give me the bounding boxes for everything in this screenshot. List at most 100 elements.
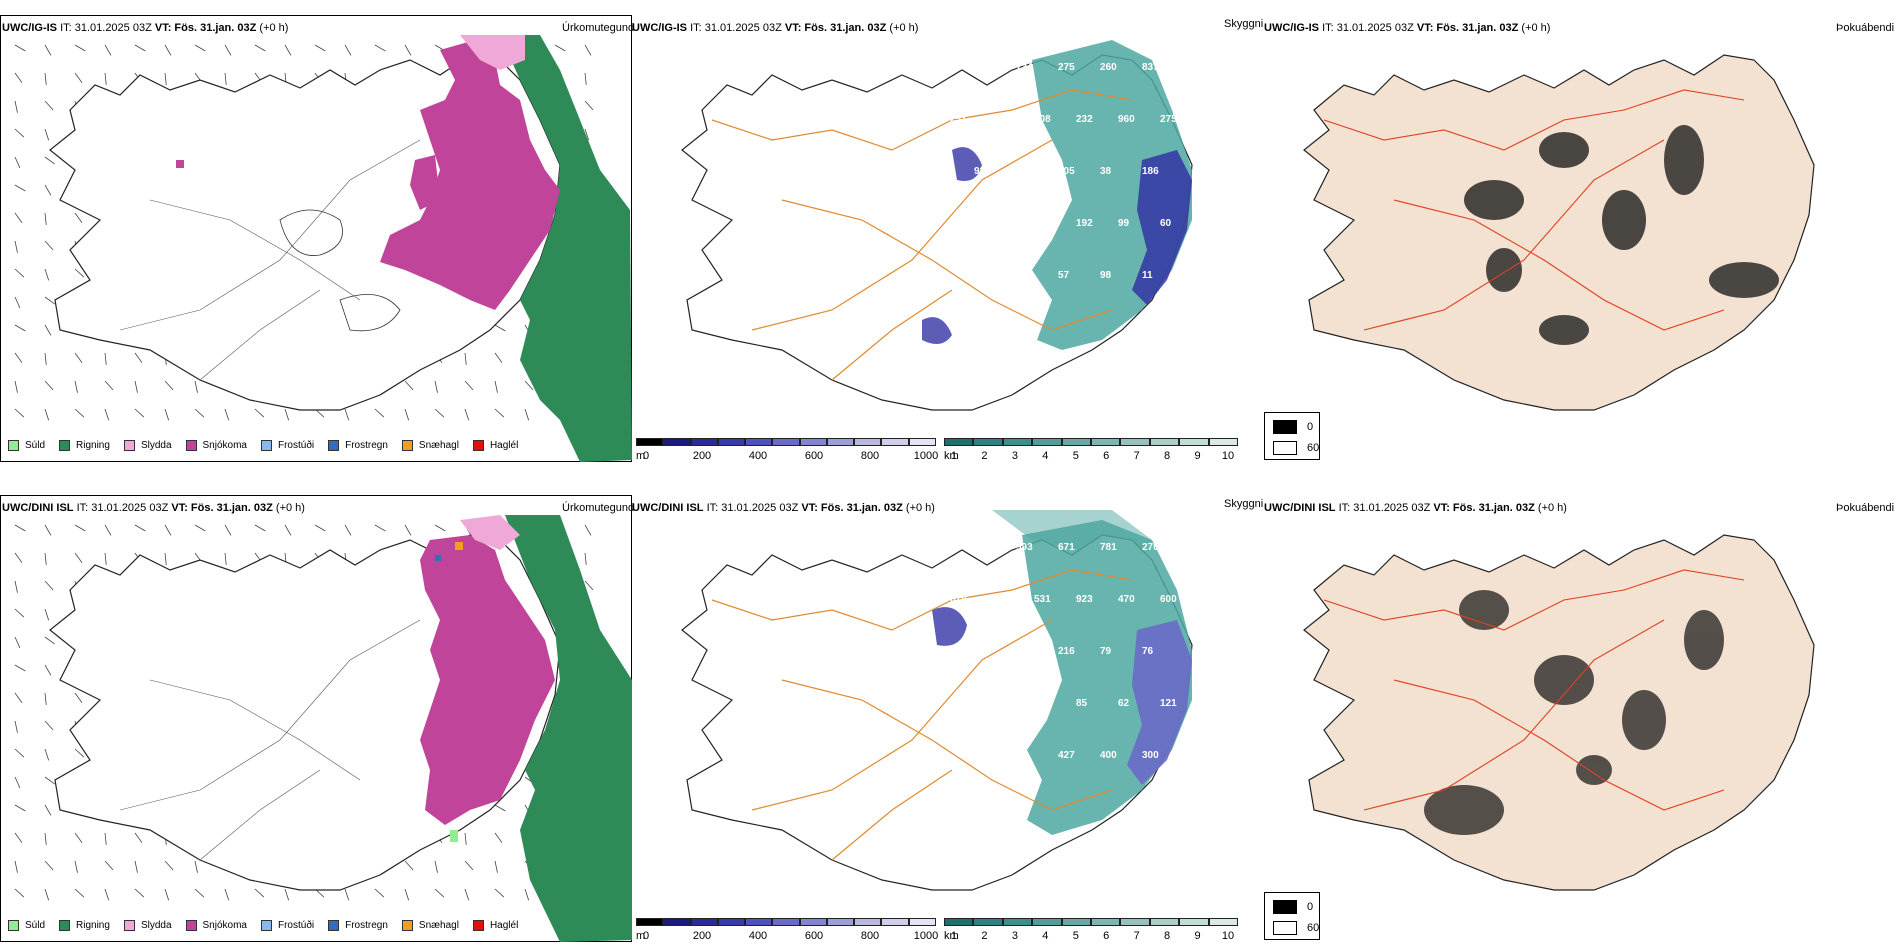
colorbar-segment bbox=[1120, 918, 1150, 926]
low-ceiling-area bbox=[932, 607, 967, 646]
wind-barb bbox=[74, 212, 83, 223]
visibility-value-label: 102 bbox=[950, 802, 967, 813]
visibility-value-label: 479 bbox=[974, 62, 991, 73]
wind-barb bbox=[494, 860, 498, 873]
roads bbox=[711, 89, 1133, 381]
wind-barb bbox=[224, 44, 232, 56]
colorbar-segment bbox=[799, 918, 827, 926]
panel-title: Þokuábendi bbox=[1836, 22, 1895, 34]
legend-swatch bbox=[8, 440, 19, 451]
valid-time: VT: Fös. 31.jan. 03Z bbox=[784, 22, 887, 34]
snowpellet-spot bbox=[455, 542, 463, 550]
top-precip-panel: UWC/IG-IS IT: 31.01.2025 03Z VT: Fös. 31… bbox=[0, 0, 634, 470]
fog-key-swatch bbox=[1273, 921, 1297, 935]
freezing-rain-spot bbox=[435, 555, 441, 561]
wind-barb bbox=[164, 408, 170, 421]
visibility-value-label: 600 bbox=[1160, 594, 1177, 605]
visibility-value-label: 186 bbox=[1142, 166, 1159, 177]
legend-label: Snjókoma bbox=[202, 440, 247, 451]
init-time: IT: 31.01.2025 03Z bbox=[706, 502, 799, 514]
legend-label: Slydda bbox=[140, 920, 172, 931]
wind-barb bbox=[464, 380, 474, 391]
wind-barb bbox=[14, 524, 26, 532]
wind-barb bbox=[254, 408, 265, 418]
colorbar-tick: 3 bbox=[1011, 930, 1018, 942]
wind-barb bbox=[44, 324, 52, 336]
colorbar-tick: 7 bbox=[1133, 450, 1140, 462]
wind-barb bbox=[464, 352, 467, 365]
wind-barb bbox=[224, 552, 227, 565]
colorbar-segment bbox=[1208, 438, 1238, 446]
wind-barb bbox=[134, 408, 145, 418]
wind-barb bbox=[584, 72, 587, 85]
visibility-value-label: 960 bbox=[1118, 114, 1135, 125]
wind-barb bbox=[164, 72, 167, 85]
fog-blobs bbox=[1424, 590, 1724, 835]
panel-header: UWC/IG-IS IT: 31.01.2025 03Z VT: Fös. 31… bbox=[2, 22, 288, 34]
fog-key: 0 60 bbox=[1264, 412, 1320, 460]
colorbar-unit: m bbox=[636, 930, 646, 942]
fog-key-swatch bbox=[1273, 900, 1297, 914]
init-time: IT: 31.01.2025 03Z bbox=[1338, 502, 1431, 514]
wind-barb bbox=[14, 552, 23, 563]
wind-barb bbox=[104, 408, 110, 421]
visibility-value-label: 679 bbox=[950, 594, 967, 605]
wind-barb bbox=[374, 888, 385, 898]
wind-barb bbox=[14, 44, 26, 52]
snow-area bbox=[380, 40, 560, 310]
snow-area bbox=[410, 155, 440, 210]
wind-barb bbox=[374, 44, 386, 52]
legend-swatch bbox=[185, 920, 197, 931]
colorbar-segment bbox=[690, 438, 718, 446]
legend-label: Snæhagl bbox=[418, 440, 459, 451]
wind-barb bbox=[44, 240, 54, 251]
visibility-value-label: 993 bbox=[1016, 542, 1033, 553]
wind-barb bbox=[194, 44, 206, 52]
visibility-value-label: 696 bbox=[974, 542, 991, 553]
precip-legend: Súld Rigning Slydda Snjókoma Frostúði Fr… bbox=[8, 440, 532, 451]
wind-barb bbox=[14, 608, 25, 618]
fog-key-label: 60 bbox=[1307, 922, 1320, 934]
visibility-value-label: 531 bbox=[1034, 594, 1051, 605]
visibility-value-label: 105 bbox=[1058, 166, 1075, 177]
wind-barb bbox=[344, 524, 352, 536]
valid-time: VT: Fös. 31.jan. 03Z bbox=[1433, 502, 1535, 514]
colorbar-segment bbox=[1120, 438, 1150, 446]
legend-label: Snjókoma bbox=[202, 920, 247, 931]
wind-barb bbox=[164, 524, 172, 536]
visibility-value-label: 462 bbox=[932, 166, 949, 177]
wind-barb bbox=[14, 776, 21, 789]
panel-title: Úrkomutegund bbox=[562, 502, 635, 514]
valid-time: VT: Fös. 31.jan. 03Z bbox=[154, 22, 257, 34]
wind-barb bbox=[434, 408, 445, 418]
visibility-values: 530 696 993 671 781 270 679 199 531 923 470 600 96 12… bbox=[932, 542, 1177, 813]
visibility-value-label: 11 bbox=[1142, 270, 1153, 281]
wind-barb bbox=[374, 408, 385, 418]
wind-barb bbox=[44, 100, 54, 111]
init-time: IT: 31.01.2025 03Z bbox=[1322, 22, 1414, 34]
visibility-value-label: 108 bbox=[1016, 166, 1033, 177]
wind-barb bbox=[74, 380, 78, 393]
legend-item: Snjókoma bbox=[185, 920, 247, 931]
fog-blobs bbox=[1464, 125, 1779, 345]
visibility-value-label: 50 bbox=[1016, 750, 1028, 761]
bottom-precip-panel: UWC/DINI ISL IT: 31.01.2025 03Z VT: Fös.… bbox=[0, 480, 634, 950]
visibility-colorbar: km 1 2 3 4 5 6 7 8 9 10 bbox=[944, 918, 1238, 944]
legend-item: Súld bbox=[8, 920, 45, 931]
wind-barb bbox=[194, 408, 205, 418]
lead-time: (+0 h) bbox=[1521, 22, 1551, 34]
wind-barb bbox=[404, 860, 414, 871]
visibility-value-label: 121 bbox=[1160, 698, 1177, 709]
wind-barb bbox=[374, 524, 386, 532]
legend-label: Rigning bbox=[76, 440, 110, 451]
visibility-values: 190 479 734 275 260 837 251 192 208 232 960 275 462 9… bbox=[932, 62, 1177, 281]
colorbar-tick: 600 bbox=[804, 930, 824, 942]
wind-barb bbox=[14, 184, 26, 192]
colorbar-tick: 800 bbox=[860, 450, 880, 462]
wind-barb bbox=[14, 888, 25, 898]
wind-barb bbox=[494, 380, 498, 393]
visibility-colorbar: km 1 2 3 4 5 6 7 8 9 10 bbox=[944, 438, 1238, 464]
wind-barb bbox=[224, 524, 232, 536]
iceland-outline bbox=[1303, 534, 1815, 891]
snow-area bbox=[420, 535, 555, 825]
